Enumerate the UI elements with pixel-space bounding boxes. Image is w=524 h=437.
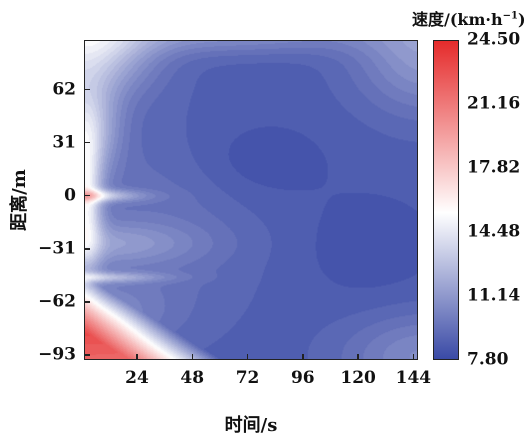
y-tick-label: 31 <box>52 132 76 153</box>
y-axis-label: 距离/m <box>9 169 30 231</box>
y-tick-mark <box>84 141 90 144</box>
x-tick-label: 120 <box>340 368 376 388</box>
y-tick-label: 0 <box>64 185 76 206</box>
y-tick-mark <box>84 88 90 91</box>
colorbar <box>433 40 459 360</box>
x-tick-label: 72 <box>235 368 260 388</box>
colorbar-tick-label: 14.48 <box>467 221 521 242</box>
x-tick-label: 24 <box>125 368 149 388</box>
colorbar-tick-label: 7.80 <box>467 349 509 370</box>
x-tick-label: 144 <box>395 368 432 388</box>
x-tick-mark <box>412 354 415 360</box>
x-tick-mark <box>302 354 304 360</box>
x-axis-label: 时间/s <box>224 415 278 436</box>
y-tick-mark <box>84 194 90 197</box>
heatmap-plot-area <box>84 40 418 360</box>
y-tick-label: −93 <box>38 344 76 365</box>
x-tick-mark <box>136 354 138 360</box>
y-tick-mark <box>84 248 90 250</box>
x-tick-label: 48 <box>180 368 205 388</box>
y-tick-mark <box>84 354 90 356</box>
x-tick-mark <box>191 354 193 360</box>
colorbar-tick-label: 21.16 <box>467 93 521 114</box>
colorbar-tick-label: 17.82 <box>467 157 521 178</box>
colorbar-tick-label: 24.50 <box>467 29 521 50</box>
x-tick-label: 96 <box>290 368 315 388</box>
y-tick-label: 62 <box>52 79 76 100</box>
colorbar-tick-label: 11.14 <box>467 285 521 306</box>
y-tick-mark <box>84 301 90 303</box>
speed-heatmap <box>85 41 417 359</box>
x-tick-mark <box>246 354 249 360</box>
y-tick-label: −62 <box>38 291 76 312</box>
x-tick-mark <box>357 354 359 360</box>
colorbar-title: 速度/(km·h−1) <box>412 10 524 29</box>
y-tick-label: −31 <box>38 238 76 259</box>
